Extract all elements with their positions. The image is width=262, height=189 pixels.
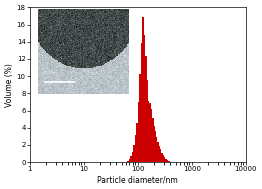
Bar bbox=[159, 146, 160, 162]
Bar bbox=[133, 145, 135, 162]
Bar bbox=[146, 80, 148, 162]
Bar bbox=[155, 131, 156, 162]
Bar bbox=[169, 161, 170, 162]
Bar bbox=[145, 56, 146, 162]
Bar bbox=[161, 153, 163, 162]
Bar bbox=[165, 159, 167, 162]
Bar bbox=[142, 17, 144, 162]
Bar bbox=[127, 161, 129, 162]
Bar bbox=[139, 74, 141, 162]
Bar bbox=[152, 118, 154, 162]
Bar bbox=[166, 160, 168, 162]
Bar bbox=[151, 109, 152, 162]
Bar bbox=[129, 159, 130, 162]
Bar bbox=[137, 123, 138, 162]
Bar bbox=[132, 152, 133, 162]
Bar bbox=[156, 137, 157, 162]
Bar bbox=[167, 161, 169, 162]
Bar bbox=[148, 101, 149, 162]
Bar bbox=[153, 126, 155, 162]
Bar bbox=[157, 142, 159, 162]
Y-axis label: Volume (%): Volume (%) bbox=[5, 63, 14, 107]
Bar bbox=[160, 149, 161, 162]
Bar bbox=[141, 43, 142, 162]
Bar bbox=[135, 135, 137, 162]
Bar bbox=[162, 155, 164, 162]
Bar bbox=[130, 156, 132, 162]
X-axis label: Particle diameter/nm: Particle diameter/nm bbox=[97, 175, 178, 184]
Bar bbox=[138, 102, 139, 162]
Bar bbox=[164, 157, 165, 162]
Bar bbox=[144, 35, 145, 162]
Bar bbox=[149, 103, 151, 162]
